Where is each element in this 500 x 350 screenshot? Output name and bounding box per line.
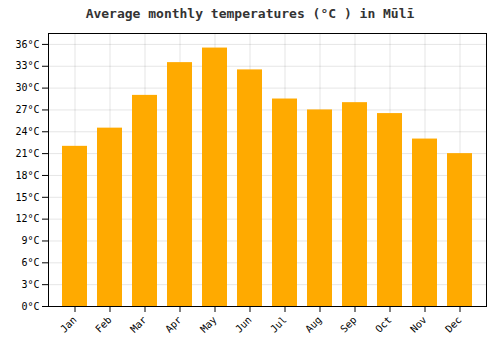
svg-text:27°C: 27°C [15, 104, 39, 115]
svg-text:12°C: 12°C [15, 213, 39, 224]
svg-text:Aug: Aug [303, 314, 324, 335]
svg-text:36°C: 36°C [15, 39, 39, 50]
svg-text:0°C: 0°C [21, 301, 39, 312]
svg-text:Feb: Feb [93, 314, 114, 335]
svg-text:Jan: Jan [58, 314, 79, 335]
svg-text:3°C: 3°C [21, 279, 39, 290]
svg-text:Apr: Apr [163, 314, 184, 335]
svg-text:Dec: Dec [443, 314, 464, 335]
svg-text:Jul: Jul [268, 314, 289, 335]
svg-text:9°C: 9°C [21, 235, 39, 246]
svg-text:Mar: Mar [128, 314, 149, 335]
svg-text:Nov: Nov [408, 314, 429, 335]
svg-text:Oct: Oct [373, 314, 394, 335]
svg-text:33°C: 33°C [15, 60, 39, 71]
svg-text:Sep: Sep [338, 314, 359, 335]
svg-text:May: May [198, 314, 219, 335]
svg-text:24°C: 24°C [15, 126, 39, 137]
svg-text:6°C: 6°C [21, 257, 39, 268]
svg-text:30°C: 30°C [15, 82, 39, 93]
svg-text:18°C: 18°C [15, 170, 39, 181]
svg-text:15°C: 15°C [15, 192, 39, 203]
svg-text:Jun: Jun [233, 314, 254, 335]
html-text:Average monthly temperatures (: Average monthly temperatures (°C ) in Mū… [85, 6, 415, 21]
svg-text:21°C: 21°C [15, 148, 39, 159]
